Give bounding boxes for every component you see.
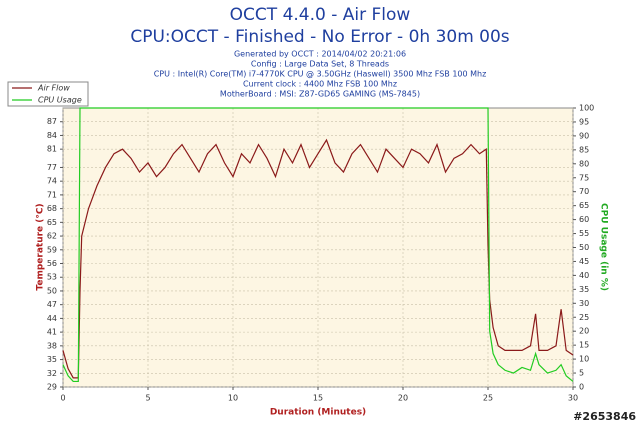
- info-line: CPU : Intel(R) Core(TM) i7-4770K CPU @ 3…: [154, 70, 487, 79]
- watermark: #2653846: [573, 410, 636, 423]
- y-tick-label: 84: [47, 131, 57, 140]
- x-tick-label: 15: [313, 394, 323, 403]
- y2-tick-label: 75: [579, 173, 589, 182]
- y2-tick-label: 20: [579, 327, 589, 336]
- y-tick-label: 62: [47, 232, 57, 241]
- y2-tick-label: 95: [579, 117, 589, 126]
- y2-tick-label: 35: [579, 285, 589, 294]
- legend-box: [7, 81, 89, 107]
- y-tick-label: 29: [47, 383, 57, 392]
- y-tick-label: 50: [47, 286, 57, 295]
- y-tick-label: 87: [47, 117, 57, 126]
- y-tick-label: 56: [47, 259, 57, 268]
- x-tick-label: 20: [398, 394, 408, 403]
- chart-title: OCCT 4.4.0 - Air Flow: [230, 5, 411, 25]
- x-tick-label: 25: [483, 394, 493, 403]
- y-tick-label: 65: [47, 218, 57, 227]
- y-tick-label: 77: [47, 163, 57, 172]
- y2-tick-label: 70: [579, 187, 589, 196]
- y-tick-label: 71: [47, 190, 57, 199]
- y2-tick-label: 40: [579, 271, 589, 280]
- y-tick-label: 32: [47, 369, 57, 378]
- chart-subtitle: CPU:OCCT - Finished - No Error - 0h 30m …: [130, 27, 509, 47]
- y2-tick-label: 85: [579, 145, 589, 154]
- y-tick-label: 81: [47, 145, 57, 154]
- x-tick-label: 30: [568, 394, 578, 403]
- y-tick-label: 35: [47, 355, 57, 364]
- y2-tick-label: 25: [579, 313, 589, 322]
- y2-tick-label: 5: [579, 369, 584, 378]
- info-line: Current clock : 4400 Mhz FSB 100 Mhz: [243, 80, 397, 89]
- y2-tick-label: 60: [579, 215, 589, 224]
- x-tick-label: 0: [60, 394, 65, 403]
- y-tick-label: 74: [47, 177, 57, 186]
- y-tick-label: 38: [47, 341, 57, 350]
- legend-label: Air Flow: [37, 84, 70, 93]
- y2-tick-label: 30: [579, 299, 589, 308]
- info-line: Config : Large Data Set, 8 Threads: [251, 60, 389, 69]
- y2-tick-label: 80: [579, 159, 589, 168]
- info-line: Generated by OCCT : 2014/04/02 20:21:06: [234, 50, 406, 59]
- y-tick-label: 47: [47, 300, 57, 309]
- y2-tick-label: 50: [579, 243, 589, 252]
- y2-tick-label: 55: [579, 229, 589, 238]
- legend-label: CPU Usage: [38, 96, 82, 105]
- y2-tick-label: 0: [579, 383, 584, 392]
- y-tick-label: 44: [47, 314, 57, 323]
- y-axis-label: Temperature (°C): [36, 203, 46, 290]
- x-axis-label: Duration (Minutes): [270, 408, 366, 418]
- y2-tick-label: 100: [579, 104, 594, 113]
- y2-tick-label: 45: [579, 257, 589, 266]
- series-line: [62, 138, 574, 379]
- y2-tick-label: 90: [579, 131, 589, 140]
- y2-tick-label: 10: [579, 355, 589, 364]
- notes: Generated by OCCT : 2014/04/02 20:21:06C…: [154, 50, 487, 99]
- series-line: [62, 107, 574, 383]
- y-tick-label: 68: [47, 204, 57, 213]
- y-tick-label: 59: [47, 245, 57, 254]
- y2-axis-label: CPU Usage (in %): [599, 203, 609, 291]
- y2-tick-label: 15: [579, 341, 589, 350]
- x-tick-label: 5: [145, 394, 150, 403]
- x-tick-label: 10: [228, 394, 238, 403]
- y-tick-label: 41: [47, 328, 57, 337]
- info-line: MotherBoard : MSI: Z87-GD65 GAMING (MS-7…: [220, 90, 420, 99]
- y2-tick-label: 65: [579, 201, 589, 210]
- y-tick-label: 53: [47, 273, 57, 282]
